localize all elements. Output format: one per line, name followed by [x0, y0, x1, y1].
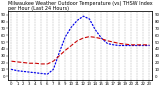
Text: Milwaukee Weather Outdoor Temperature (vs) THSW Index per Hour (Last 24 Hours): Milwaukee Weather Outdoor Temperature (v…: [8, 1, 153, 11]
